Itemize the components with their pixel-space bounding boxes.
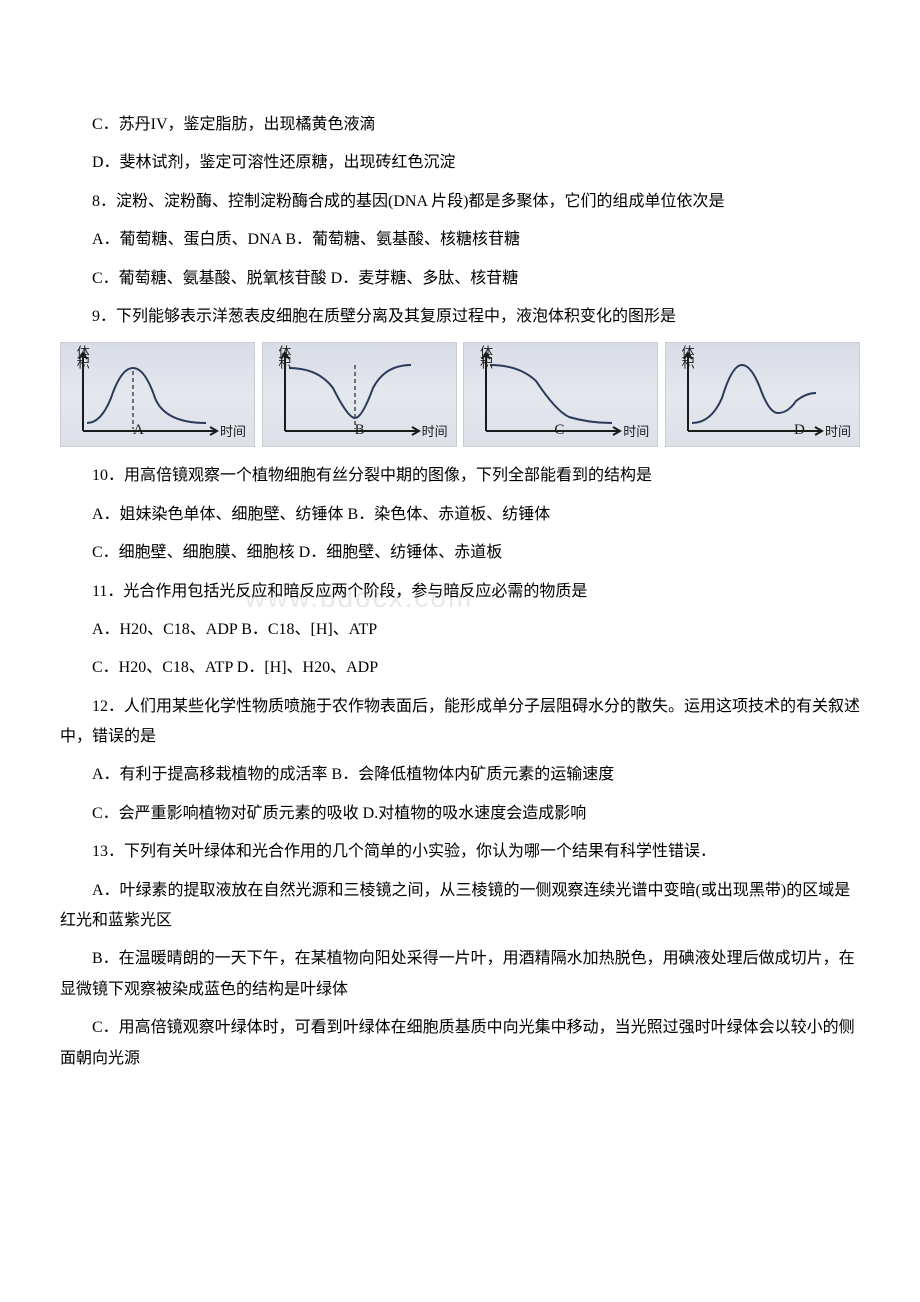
q12-option-ab: A．有利于提高移栽植物的成活率 B．会降低植物体内矿质元素的运输速度 xyxy=(60,760,860,790)
q13-option-c: C．用高倍镜观察叶绿体时，可看到叶绿体在细胞质基质中向光集中移动，当光照过强时叶… xyxy=(60,1013,860,1074)
chart-d-ylabel: 体积 xyxy=(674,345,699,367)
q10-option-cd: C．细胞壁、细胞膜、细胞核 D．细胞壁、纺锤体、赤道板 xyxy=(60,538,860,568)
chart-c-ylabel: 体积 xyxy=(472,345,497,367)
q7-option-d: D．斐林试剂，鉴定可溶性还原糖，出现砖红色沉淀 xyxy=(60,148,860,178)
chart-b-letter: B xyxy=(355,416,365,445)
chart-a-letter: A xyxy=(133,416,144,445)
q8-option-ab: A．葡萄糖、蛋白质、DNA B．葡萄糖、氨基酸、核糖核苷糖 xyxy=(60,225,860,255)
q12-stem: 12．人们用某些化学性物质喷施于农作物表面后，能形成单分子层阻碍水分的散失。运用… xyxy=(60,692,860,753)
q8-option-cd: C．葡萄糖、氨基酸、脱氧核苷酸 D．麦芽糖、多肽、核苷糖 xyxy=(60,264,860,294)
q11-option-ab: A．H20、C18、ADP B．C18、[H]、ATP xyxy=(60,615,860,645)
chart-b-xlabel: 时间 xyxy=(422,420,448,445)
q10-option-ab: A．姐妹染色单体、细胞壁、纺锤体 B．染色体、赤道板、纺锤体 xyxy=(60,500,860,530)
q9-chart-panel-a: 体积 时间 A xyxy=(60,342,255,447)
q13-stem: 13．下列有关叶绿体和光合作用的几个简单的小实验，你认为哪一个结果有科学性错误． xyxy=(60,837,860,867)
chart-d-xlabel: 时间 xyxy=(825,420,851,445)
q9-chart-panel-b: 体积 时间 B xyxy=(262,342,457,447)
q13-option-b: B．在温暖晴朗的一天下午，在某植物向阳处采得一片叶，用酒精隔水加热脱色，用碘液处… xyxy=(60,944,860,1005)
q9-chart-panel-d: 体积 时间 D xyxy=(665,342,860,447)
q9-chart-panel-c: 体积 时间 C xyxy=(463,342,658,447)
chart-b-ylabel: 体积 xyxy=(271,345,296,367)
q12-option-cd: C．会严重影响植物对矿质元素的吸收 D.对植物的吸水速度会造成影响 xyxy=(60,799,860,829)
q9-chart-row: 体积 时间 A 体积 时间 B xyxy=(60,342,860,447)
q7-option-c: C．苏丹IV，鉴定脂肪，出现橘黄色液滴 xyxy=(60,110,860,140)
chart-c-letter: C xyxy=(554,416,564,445)
q11-option-cd: C．H20、C18、ATP D．[H]、H20、ADP xyxy=(60,653,860,683)
q10-stem: 10．用高倍镜观察一个植物细胞有丝分裂中期的图像，下列全部能看到的结构是 xyxy=(60,461,860,491)
chart-a-ylabel: 体积 xyxy=(69,345,94,367)
chart-c-xlabel: 时间 xyxy=(623,420,649,445)
chart-d-letter: D xyxy=(794,416,805,445)
q9-stem: 9．下列能够表示洋葱表皮细胞在质壁分离及其复原过程中，液泡体积变化的图形是 xyxy=(60,302,860,332)
q11-stem: 11．光合作用包括光反应和暗反应两个阶段，参与暗反应必需的物质是 xyxy=(60,577,860,607)
chart-a-xlabel: 时间 xyxy=(220,420,246,445)
q13-option-a: A．叶绿素的提取液放在自然光源和三棱镜之间，从三棱镜的一侧观察连续光谱中变暗(或… xyxy=(60,876,860,937)
q8-stem: 8．淀粉、淀粉酶、控制淀粉酶合成的基因(DNA 片段)都是多聚体，它们的组成单位… xyxy=(60,187,860,217)
